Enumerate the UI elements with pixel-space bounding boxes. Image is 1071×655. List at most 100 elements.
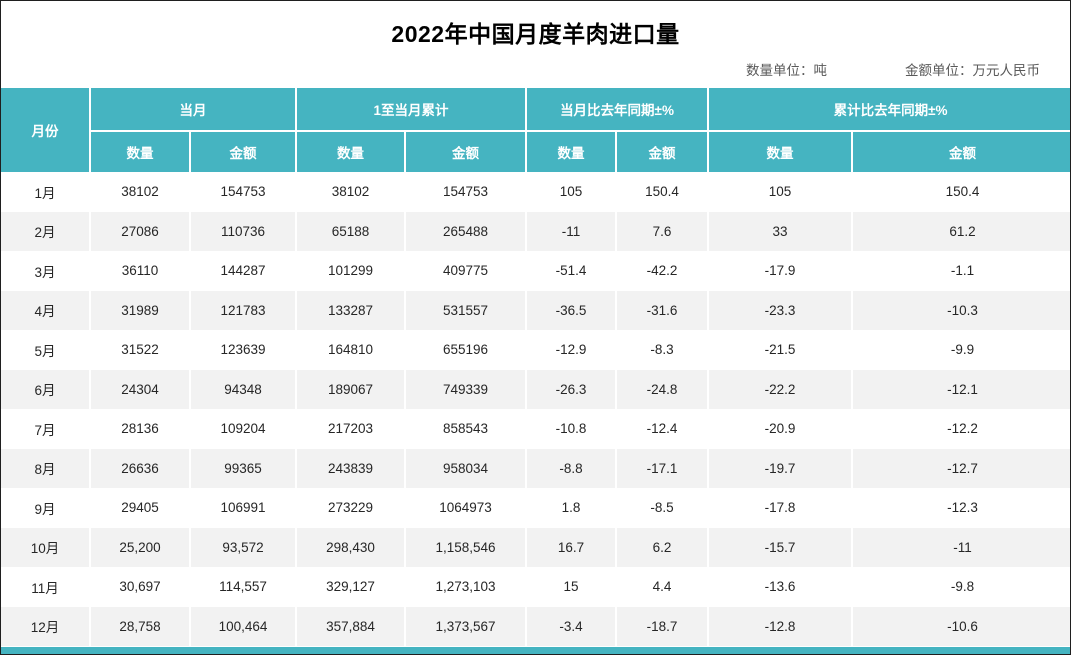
- month-cell: 8月: [1, 448, 89, 488]
- value-cell: -42.2: [615, 251, 708, 291]
- value-cell: 38102: [295, 172, 404, 212]
- value-cell: 958034: [404, 448, 526, 488]
- subheader-amount: 金额: [189, 130, 295, 172]
- value-cell: 94348: [189, 369, 295, 409]
- value-cell: -12.1: [851, 369, 1070, 409]
- value-cell: 357,884: [295, 606, 404, 646]
- value-cell: 154753: [404, 172, 526, 212]
- value-cell: -17.1: [615, 448, 708, 488]
- value-cell: 4.4: [615, 567, 708, 607]
- table-body: 1月 38102 154753 38102 154753 105 150.4 105 150.4…: [1, 172, 1070, 646]
- subheader-amount: 金额: [404, 130, 526, 172]
- value-cell: -20.9: [707, 409, 852, 449]
- value-cell: 298,430: [295, 527, 404, 567]
- value-cell: -17.8: [707, 488, 852, 528]
- value-cell: -12.7: [851, 448, 1070, 488]
- value-cell: 24304: [89, 369, 189, 409]
- value-cell: -11: [851, 527, 1070, 567]
- value-cell: -36.5: [525, 290, 616, 330]
- value-cell: 31522: [89, 330, 189, 370]
- value-cell: 33: [707, 211, 852, 251]
- value-cell: 106991: [189, 488, 295, 528]
- value-cell: -31.6: [615, 290, 708, 330]
- value-cell: 105: [525, 172, 616, 212]
- value-cell: -12.4: [615, 409, 708, 449]
- table-row: 12月 28,758 100,464 357,884 1,373,567 -3.4 -18.…: [1, 606, 1070, 646]
- month-cell: 6月: [1, 369, 89, 409]
- value-cell: -3.4: [525, 606, 616, 646]
- value-cell: 28,758: [89, 606, 189, 646]
- value-cell: -19.7: [707, 448, 852, 488]
- value-cell: 409775: [404, 251, 526, 291]
- value-cell: 189067: [295, 369, 404, 409]
- value-cell: -26.3: [525, 369, 616, 409]
- subheader-quantity: 数量: [707, 130, 852, 172]
- value-cell: -15.7: [707, 527, 852, 567]
- value-cell: 38102: [89, 172, 189, 212]
- value-cell: 25,200: [89, 527, 189, 567]
- value-cell: 154753: [189, 172, 295, 212]
- table-row: 9月 29405 106991 273229 1064973 1.8 -8.5 -17.8 -1…: [1, 488, 1070, 528]
- value-cell: 114,557: [189, 567, 295, 607]
- value-cell: -12.3: [851, 488, 1070, 528]
- value-cell: 217203: [295, 409, 404, 449]
- value-cell: -18.7: [615, 606, 708, 646]
- value-cell: -8.3: [615, 330, 708, 370]
- value-cell: 144287: [189, 251, 295, 291]
- value-cell: 61.2: [851, 211, 1070, 251]
- value-cell: 110736: [189, 211, 295, 251]
- value-cell: -1.1: [851, 251, 1070, 291]
- value-cell: -17.9: [707, 251, 852, 291]
- value-cell: -12.8: [707, 606, 852, 646]
- value-cell: 655196: [404, 330, 526, 370]
- value-cell: 164810: [295, 330, 404, 370]
- subheader-quantity: 数量: [89, 130, 189, 172]
- value-cell: -12.2: [851, 409, 1070, 449]
- value-cell: 65188: [295, 211, 404, 251]
- value-cell: 30,697: [89, 567, 189, 607]
- col-header-month: 月份: [1, 88, 89, 172]
- table-row: 2月 27086 110736 65188 265488 -11 7.6 33 61.2: [1, 211, 1070, 251]
- value-cell: 101299: [295, 251, 404, 291]
- value-cell: 7.6: [615, 211, 708, 251]
- value-cell: 16.7: [525, 527, 616, 567]
- subheader-quantity: 数量: [295, 130, 404, 172]
- value-cell: -22.2: [707, 369, 852, 409]
- value-cell: 150.4: [615, 172, 708, 212]
- bottom-accent-bar: [1, 647, 1070, 654]
- month-cell: 4月: [1, 290, 89, 330]
- value-cell: -12.9: [525, 330, 616, 370]
- col-group-cumulative-yoy: 累计比去年同期±%: [707, 88, 1070, 130]
- value-cell: 28136: [89, 409, 189, 449]
- col-group-month-yoy: 当月比去年同期±%: [525, 88, 708, 130]
- month-cell: 12月: [1, 606, 89, 646]
- value-cell: 531557: [404, 290, 526, 330]
- value-cell: 15: [525, 567, 616, 607]
- table-row: 1月 38102 154753 38102 154753 105 150.4 105 150.4: [1, 172, 1070, 212]
- page-title: 2022年中国月度羊肉进口量: [391, 21, 680, 47]
- subheader-amount: 金额: [615, 130, 708, 172]
- month-cell: 5月: [1, 330, 89, 370]
- value-cell: 749339: [404, 369, 526, 409]
- table-header: 月份 当月 1至当月累计 当月比去年同期±% 累计比去年同期±% 数量 金额 数…: [1, 88, 1070, 172]
- value-cell: 1,273,103: [404, 567, 526, 607]
- month-cell: 2月: [1, 211, 89, 251]
- units-row: 数量单位：吨 金额单位：万元人民币: [746, 59, 1040, 79]
- value-cell: -21.5: [707, 330, 852, 370]
- month-cell: 3月: [1, 251, 89, 291]
- value-cell: 1,158,546: [404, 527, 526, 567]
- value-cell: 109204: [189, 409, 295, 449]
- value-cell: 93,572: [189, 527, 295, 567]
- imports-table: 月份 当月 1至当月累计 当月比去年同期±% 累计比去年同期±% 数量 金额 数…: [1, 88, 1070, 646]
- col-group-cumulative: 1至当月累计: [295, 88, 526, 130]
- value-cell: 36110: [89, 251, 189, 291]
- value-cell: -10.3: [851, 290, 1070, 330]
- value-cell: 29405: [89, 488, 189, 528]
- value-cell: 6.2: [615, 527, 708, 567]
- month-cell: 1月: [1, 172, 89, 212]
- title-area: 2022年中国月度羊肉进口量 数量单位：吨 金额单位：万元人民币: [1, 1, 1070, 88]
- value-cell: 1,373,567: [404, 606, 526, 646]
- subheader-amount: 金额: [851, 130, 1070, 172]
- value-cell: 243839: [295, 448, 404, 488]
